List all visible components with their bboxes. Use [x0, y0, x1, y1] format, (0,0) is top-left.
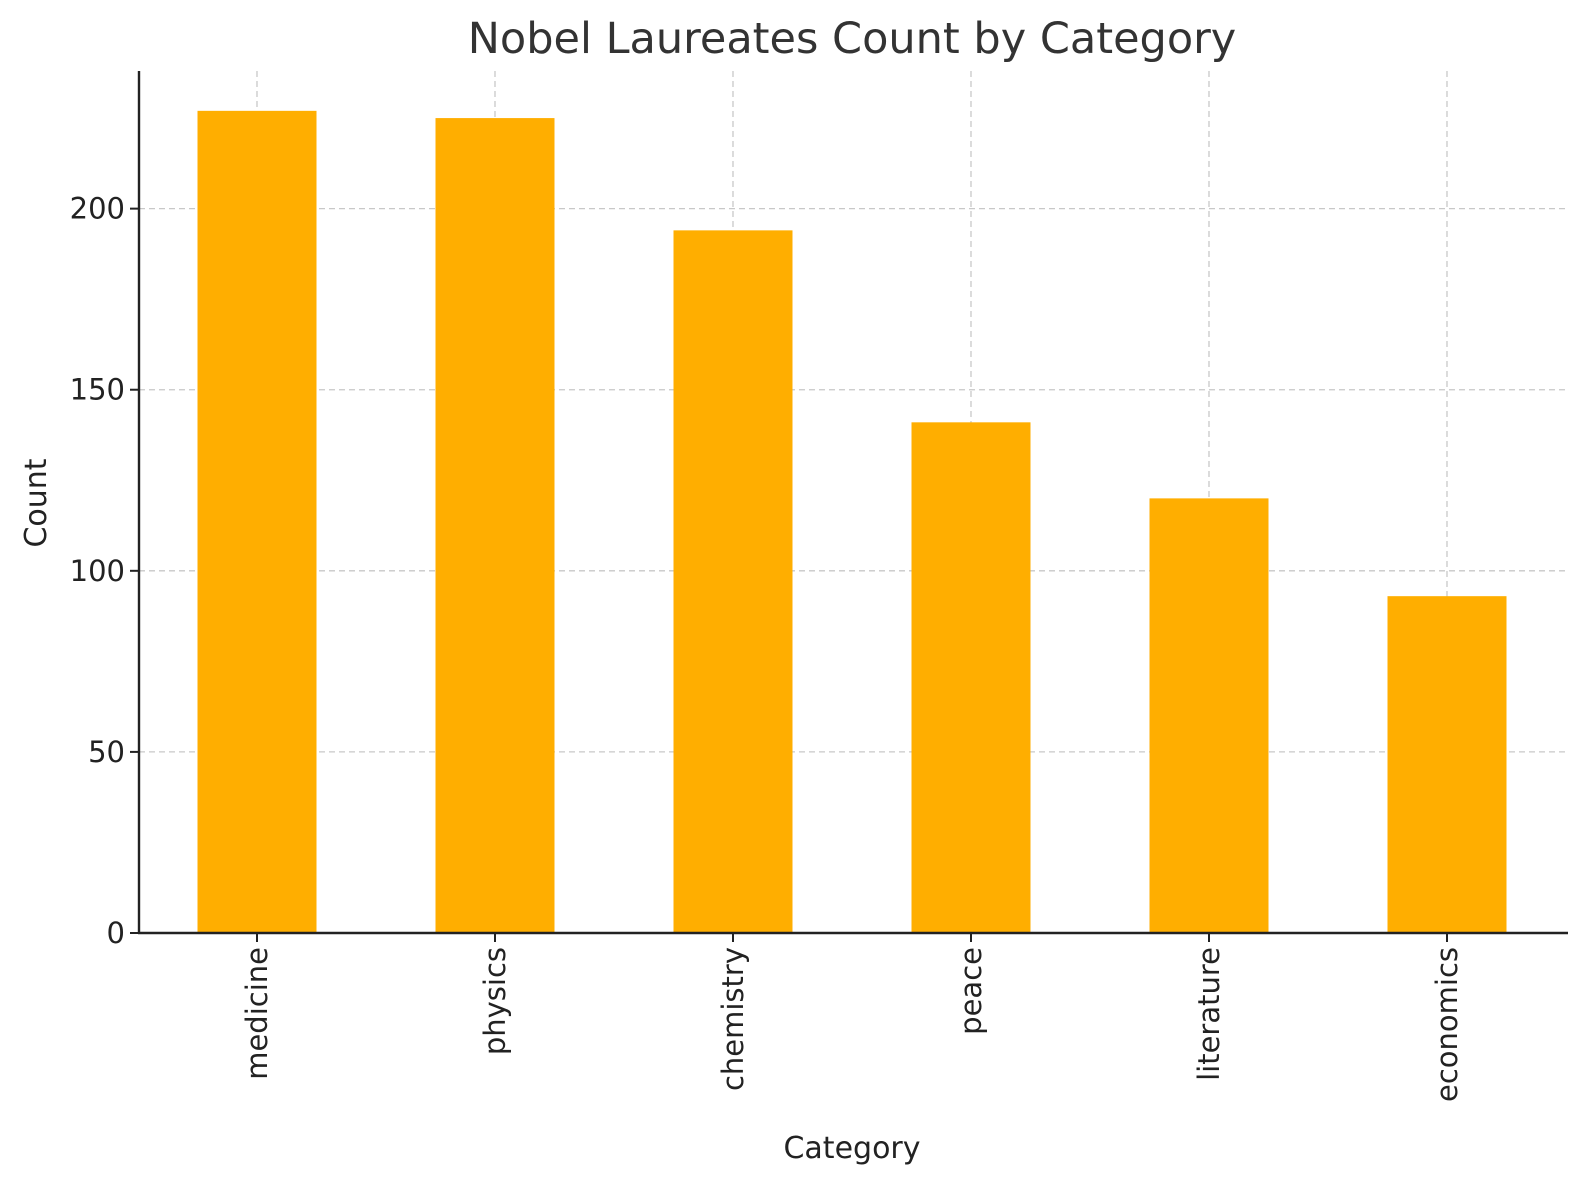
bar-literature: [1149, 498, 1269, 933]
x-tick-label-chemistry: chemistry: [716, 947, 750, 1091]
chart-title: Nobel Laureates Count by Category: [468, 14, 1237, 64]
x-tick-label-literature: literature: [1192, 947, 1226, 1081]
y-tick-label: 200: [70, 192, 125, 226]
x-tick-label-physics: physics: [478, 947, 512, 1055]
bar-peace: [911, 422, 1031, 933]
y-tick-label: 100: [70, 554, 125, 588]
y-tick-label: 150: [70, 373, 125, 407]
y-tick-label: 0: [107, 916, 125, 950]
x-tick-label-medicine: medicine: [240, 947, 274, 1080]
y-axis-label: Count: [19, 458, 54, 547]
x-tick-label-economics: economics: [1430, 947, 1464, 1102]
x-tick-label-peace: peace: [954, 947, 988, 1035]
bars: [197, 110, 1507, 934]
bar-economics: [1387, 596, 1507, 933]
grid-lines: [139, 71, 1568, 933]
bar-chemistry: [673, 230, 793, 934]
x-axis-label: Category: [783, 1131, 920, 1166]
bar-medicine: [197, 110, 317, 934]
bar-physics: [435, 118, 555, 933]
y-axis-ticks: 0 50 100 150 200: [70, 192, 139, 950]
x-axis-ticks: medicine physics chemistry peace literature e…: [240, 933, 1464, 1102]
y-tick-label: 50: [88, 735, 125, 769]
